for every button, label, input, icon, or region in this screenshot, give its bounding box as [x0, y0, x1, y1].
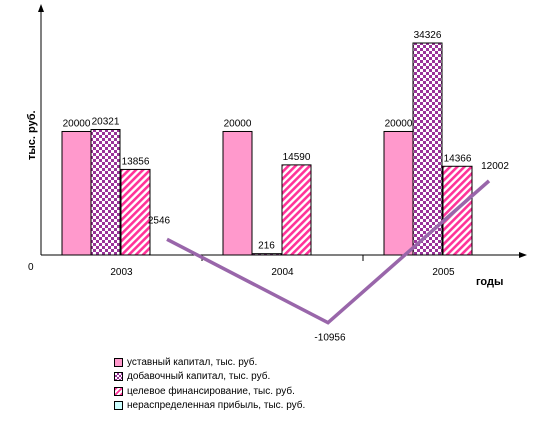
data-label: 34326	[414, 30, 442, 41]
legend-swatch-target-financing	[114, 386, 123, 396]
x-axis-arrow	[519, 252, 527, 258]
line-data-label: 12002	[481, 161, 509, 172]
x-tick-label: 2004	[271, 267, 294, 278]
bars-layer	[61, 42, 473, 256]
y-zero-label: 0	[28, 262, 34, 273]
x-axis-title: годы	[476, 276, 503, 288]
bar-target-financing	[281, 164, 312, 256]
legend-item: целевое финансирование, тыс. руб.	[114, 384, 305, 399]
legend-item: нераспределенная прибыль, тыс. руб.	[114, 399, 305, 414]
ticks-layer	[201, 255, 364, 261]
legend-swatch-charter-capital	[114, 357, 123, 367]
legend-label: добавочный капитал, тыс. руб.	[127, 371, 271, 383]
x-tick-label: 2003	[110, 267, 133, 278]
legend-label: нераспределенная прибыль, тыс. руб.	[127, 400, 306, 412]
bar-additional-capital	[412, 42, 443, 256]
line-data-label: -10956	[314, 333, 346, 344]
line-retained-earnings	[166, 179, 491, 325]
legend-swatch-retained-earnings	[114, 401, 123, 411]
legend-item: добавочный капитал, тыс. руб.	[114, 370, 305, 385]
data-label: 14366	[444, 153, 472, 164]
data-label: 216	[258, 241, 275, 252]
y-axis-arrow	[38, 4, 44, 12]
data-label: 14590	[283, 152, 311, 163]
line-layer	[166, 179, 491, 325]
legend: уставный капитал, тыс. руб. добавочный к…	[114, 355, 305, 413]
x-tick-label: 2005	[432, 267, 455, 278]
y-axis-title: тыс. руб.	[26, 110, 38, 160]
bar-charter-capital	[383, 130, 414, 256]
legend-label: целевое финансирование, тыс. руб.	[127, 385, 295, 397]
legend-item: уставный капитал, тыс. руб.	[114, 355, 305, 370]
legend-label: уставный капитал, тыс. руб.	[127, 356, 258, 368]
line-data-label: 2546	[148, 215, 171, 226]
data-label: 20000	[385, 118, 413, 129]
data-label: 20000	[224, 118, 252, 129]
bar-target-financing	[120, 168, 151, 256]
data-label: 13856	[122, 156, 150, 167]
data-label: 20000	[63, 118, 91, 129]
bar-charter-capital	[61, 130, 92, 256]
bar-charter-capital	[222, 130, 253, 256]
bar-additional-capital	[90, 128, 121, 256]
legend-swatch-additional-capital	[114, 372, 123, 382]
data-label: 20321	[92, 116, 120, 127]
